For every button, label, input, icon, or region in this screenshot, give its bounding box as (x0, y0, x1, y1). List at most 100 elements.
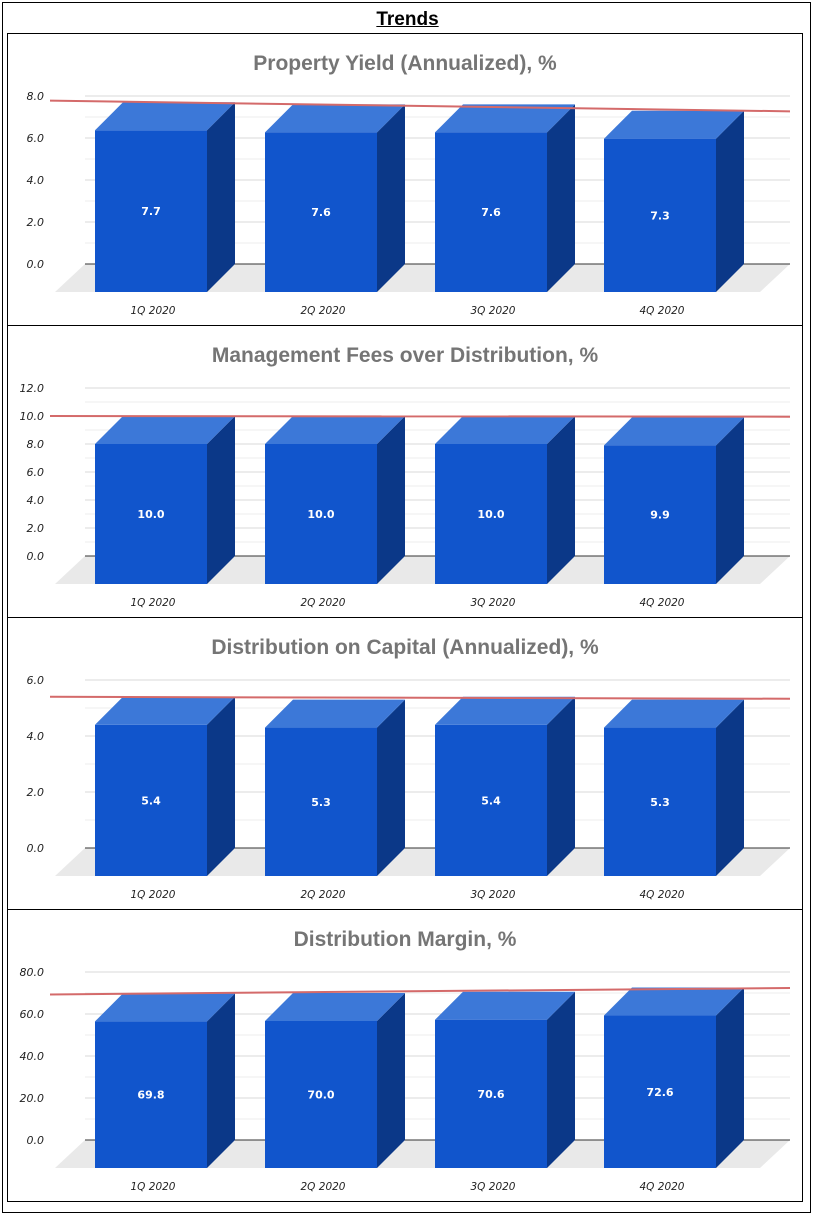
y-tick-label: 0.0 (27, 1134, 45, 1147)
bar (604, 138, 716, 292)
y-tick-label: 6.0 (27, 674, 45, 687)
bar-top (435, 991, 575, 1020)
bar (435, 1019, 547, 1168)
bar (95, 1021, 207, 1168)
x-tick-label: 1Q 2020 (130, 1181, 175, 1193)
bar (604, 727, 716, 876)
bar-top (435, 104, 575, 133)
x-tick-label: 2Q 2020 (300, 1181, 345, 1193)
bar (95, 444, 207, 584)
y-tick-label: 6.0 (27, 466, 45, 479)
x-tick-label: 3Q 2020 (470, 1181, 515, 1193)
chart-svg: Distribution Margin, % 0.0 20.0 40.0 60.0 80.… (20, 928, 791, 1193)
data-label: 7.7 (141, 205, 161, 218)
bar-top (604, 110, 744, 139)
bar (265, 727, 377, 876)
bar-top (435, 416, 575, 444)
bar-top (265, 416, 405, 444)
data-label: 10.0 (477, 508, 504, 521)
trendline (49, 986, 791, 996)
x-tick-label: 3Q 2020 (470, 889, 515, 901)
x-tick-label: 1Q 2020 (130, 889, 175, 901)
bar (265, 1021, 377, 1168)
chart-panel-distribution-on-capital: Distribution on Capital (Annualized), % 0… (7, 617, 803, 910)
bar-side (547, 991, 575, 1168)
chart-title: Property Yield (Annualized), % (253, 52, 557, 75)
bar-side (716, 417, 744, 584)
bar-side (377, 416, 405, 584)
y-tick-label: 2.0 (27, 522, 45, 535)
trendline (49, 695, 791, 700)
y-tick-label: 6.0 (27, 132, 45, 145)
chart-title: Management Fees over Distribution, % (212, 344, 599, 367)
x-tick-label: 3Q 2020 (470, 597, 515, 609)
bar-top (95, 993, 235, 1022)
data-label: 7.3 (650, 209, 670, 222)
bar-top (265, 104, 405, 133)
bar (435, 444, 547, 584)
x-tick-label: 4Q 2020 (639, 1181, 684, 1193)
x-tick-label: 1Q 2020 (130, 597, 175, 609)
bar-side (547, 104, 575, 293)
data-label: 70.6 (477, 1088, 504, 1101)
chart-title: Distribution Margin, % (294, 928, 517, 951)
page-title: Trends (376, 9, 439, 30)
data-label: 5.3 (650, 796, 670, 809)
bar-top (604, 699, 744, 728)
y-tick-label: 2.0 (27, 216, 45, 229)
chart-svg: Management Fees over Distribution, % 0.0 2… (20, 344, 791, 609)
bar-top (95, 102, 235, 131)
bar-side (207, 416, 235, 584)
bar (95, 130, 207, 292)
y-tick-label: 4.0 (27, 494, 45, 507)
bar-top (604, 987, 744, 1016)
bar-side (377, 699, 405, 876)
y-tick-label: 2.0 (27, 786, 45, 799)
chart-panel-distribution-margin: Distribution Margin, % 0.0 20.0 40.0 60.0 80.… (7, 909, 803, 1202)
trendline (49, 99, 791, 113)
chart-title: Distribution on Capital (Annualized), % (211, 636, 599, 659)
data-label: 5.3 (311, 796, 331, 809)
data-label: 7.6 (311, 206, 331, 219)
data-label: 10.0 (307, 508, 334, 521)
bar (265, 132, 377, 292)
data-label: 72.6 (646, 1086, 673, 1099)
bar-side (547, 416, 575, 584)
y-tick-label: 80.0 (20, 966, 45, 979)
x-tick-label: 4Q 2020 (639, 889, 684, 901)
data-label: 5.4 (141, 794, 161, 807)
bar-top (435, 696, 575, 725)
bar-top (95, 416, 235, 444)
x-tick-label: 4Q 2020 (639, 305, 684, 317)
data-label: 9.9 (650, 509, 670, 522)
chart-svg: Property Yield (Annualized), % 0.0 2.0 4.0 6… (27, 52, 791, 317)
y-tick-label: 12.0 (20, 382, 45, 395)
y-tick-label: 40.0 (20, 1050, 45, 1063)
data-label: 5.4 (481, 794, 501, 807)
y-tick-label: 4.0 (27, 730, 45, 743)
bar-side (207, 993, 235, 1168)
trendline (49, 415, 791, 418)
bar (604, 1015, 716, 1168)
data-label: 7.6 (481, 206, 501, 219)
chart-panel-property-yield: Property Yield (Annualized), % 0.0 2.0 4.0 6… (7, 33, 803, 326)
bar (265, 444, 377, 584)
bar-side (377, 104, 405, 293)
x-tick-label: 1Q 2020 (130, 305, 175, 317)
bar-top (604, 417, 744, 446)
data-label: 10.0 (137, 508, 164, 521)
data-label: 70.0 (307, 1089, 334, 1102)
bar (604, 445, 716, 584)
x-tick-label: 2Q 2020 (300, 305, 345, 317)
y-tick-label: 0.0 (27, 258, 45, 271)
y-tick-label: 0.0 (27, 842, 45, 855)
y-tick-label: 4.0 (27, 174, 45, 187)
bar-top (265, 993, 405, 1021)
y-tick-label: 0.0 (27, 550, 45, 563)
y-tick-label: 8.0 (27, 90, 45, 103)
bar-top (95, 696, 235, 725)
chart-svg: Distribution on Capital (Annualized), % 0… (27, 636, 791, 901)
bar-side (716, 110, 744, 292)
x-tick-label: 2Q 2020 (300, 889, 345, 901)
